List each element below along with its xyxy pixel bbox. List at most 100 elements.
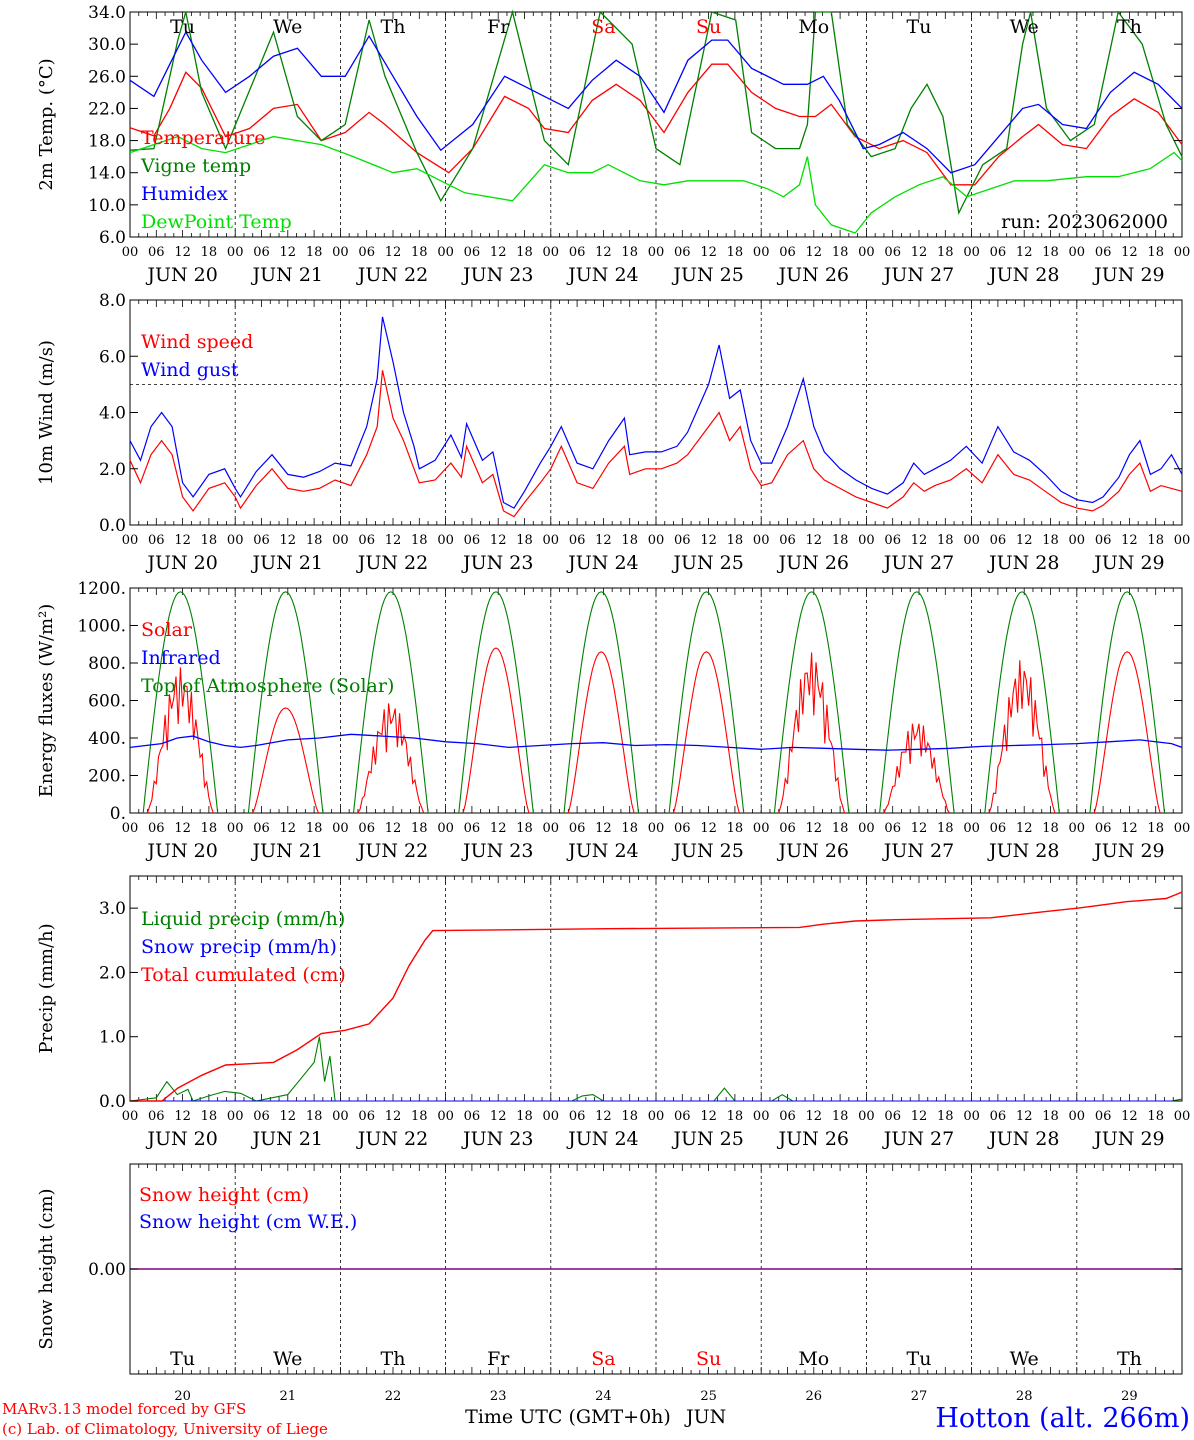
hour-tick-label: 00 [963, 533, 980, 548]
date-label: JUN 25 [671, 264, 743, 286]
hour-tick-label: 06 [779, 821, 796, 836]
y-tick-label: 34.0 [88, 3, 126, 23]
y-tick-label: 4.0 [99, 404, 126, 424]
toa-solar-line [458, 591, 534, 814]
hour-tick-label: 00 [648, 533, 665, 548]
legend-entry: Wind speed [141, 331, 253, 353]
hour-tick-label: 12 [595, 1109, 612, 1124]
solar-line [883, 723, 951, 814]
hour-tick-label: 00 [753, 533, 770, 548]
hour-tick-label: 06 [779, 533, 796, 548]
hour-tick-label: 06 [148, 821, 165, 836]
day-number-label: 29 [1121, 1389, 1138, 1404]
hour-tick-label: 00 [227, 1109, 244, 1124]
hour-tick-label: 18 [832, 533, 849, 548]
solar-line [567, 651, 635, 814]
hour-tick-label: 00 [753, 1109, 770, 1124]
hour-tick-label: 12 [490, 1109, 507, 1124]
hour-tick-label: 06 [148, 533, 165, 548]
toa-solar-line [352, 591, 429, 814]
hour-tick-label: 00 [122, 1109, 139, 1124]
hour-tick-label: 00 [963, 1109, 980, 1124]
legend-entry: Humidex [141, 183, 228, 205]
date-label: JUN 29 [1092, 552, 1164, 574]
hour-tick-label: 18 [727, 533, 744, 548]
hour-tick-label: 18 [411, 533, 428, 548]
hour-tick-label: 06 [569, 821, 586, 836]
hour-tick-label: 18 [201, 533, 218, 548]
date-label: JUN 22 [356, 1128, 428, 1150]
toa-solar-line [142, 591, 219, 814]
y-axis-label: Precip (mm/h) [36, 923, 57, 1053]
hour-tick-label: 18 [621, 821, 638, 836]
hour-tick-label: 12 [385, 533, 402, 548]
hour-tick-label: 06 [779, 245, 796, 260]
hour-tick-label: 00 [1174, 533, 1191, 548]
hour-tick-label: 06 [1095, 533, 1112, 548]
legend-entry: Snow height (cm W.E.) [139, 1211, 357, 1233]
day-number-label: 21 [280, 1389, 297, 1404]
date-label: JUN 22 [356, 840, 428, 862]
date-label: JUN 28 [987, 264, 1059, 286]
hour-tick-label: 06 [148, 245, 165, 260]
hour-tick-label: 12 [490, 245, 507, 260]
weekday-label: Th [381, 16, 406, 38]
hour-tick-label: 06 [358, 245, 375, 260]
y-tick-label: 6.0 [99, 347, 126, 367]
date-label: JUN 28 [987, 1128, 1059, 1150]
date-label: JUN 24 [566, 552, 638, 574]
hour-tick-label: 18 [411, 245, 428, 260]
toa-solar-line [668, 591, 745, 814]
hour-tick-label: 18 [201, 245, 218, 260]
hour-tick-label: 06 [1095, 1109, 1112, 1124]
hour-tick-label: 00 [122, 533, 139, 548]
day-number-label: 20 [174, 1389, 191, 1404]
hour-tick-label: 06 [253, 1109, 270, 1124]
hour-tick-label: 06 [1095, 245, 1112, 260]
hour-tick-label: 18 [201, 821, 218, 836]
weekday-label: Mo [798, 1348, 829, 1370]
hour-tick-label: 06 [464, 533, 481, 548]
y-tick-label: 1000. [77, 617, 126, 637]
toa-solar-line [1089, 591, 1166, 814]
weekday-label: Th [381, 1348, 406, 1370]
hour-tick-label: 00 [543, 245, 560, 260]
run-label: run: 2023062000 [1001, 211, 1168, 233]
hour-tick-label: 00 [437, 533, 454, 548]
hour-tick-label: 18 [832, 245, 849, 260]
day-number-label: 24 [595, 1389, 612, 1404]
temp-series-line [129, 135, 1183, 234]
day-number-label: 28 [1016, 1389, 1033, 1404]
solar-line [462, 647, 530, 814]
date-label: JUN 22 [356, 264, 428, 286]
hour-tick-label: 12 [280, 1109, 297, 1124]
hour-tick-label: 18 [411, 821, 428, 836]
y-tick-label: 30.0 [88, 35, 126, 55]
y-tick-label: 10.0 [88, 196, 126, 216]
hour-tick-label: 06 [464, 245, 481, 260]
date-label: JUN 27 [882, 552, 954, 574]
legend-entry: Liquid precip (mm/h) [141, 908, 345, 930]
hour-tick-label: 12 [174, 1109, 191, 1124]
y-tick-label: 0.0 [99, 516, 126, 536]
wind-series-line [129, 370, 1183, 518]
hour-tick-label: 18 [516, 821, 533, 836]
date-label: JUN 24 [566, 264, 638, 286]
date-label: JUN 23 [461, 264, 533, 286]
hour-tick-label: 00 [437, 245, 454, 260]
date-label: JUN 29 [1092, 264, 1164, 286]
hour-tick-label: 06 [674, 821, 691, 836]
date-label: JUN 27 [882, 840, 954, 862]
temp-series-line [129, 63, 1183, 186]
solar-line [988, 660, 1056, 814]
legend-entry: Vigne temp [140, 155, 251, 177]
hour-tick-label: 18 [1042, 1109, 1059, 1124]
hour-tick-label: 18 [1147, 245, 1164, 260]
y-tick-label: 0.00 [88, 1260, 126, 1280]
hour-tick-label: 00 [332, 821, 349, 836]
hour-tick-label: 18 [306, 821, 323, 836]
y-tick-label: 2.0 [99, 460, 126, 480]
hour-tick-label: 06 [884, 533, 901, 548]
hour-tick-label: 06 [674, 1109, 691, 1124]
legend-entry: Temperature [141, 127, 265, 149]
